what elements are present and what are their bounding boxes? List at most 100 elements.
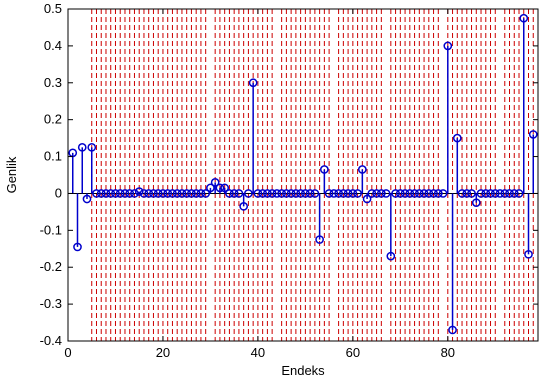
x-axis-label: Endeks: [281, 363, 325, 378]
stem-marker: [353, 189, 362, 198]
stem-marker: [452, 133, 462, 143]
stem-marker: [320, 165, 329, 174]
stem-marker: [168, 189, 177, 198]
stem-marker: [433, 189, 443, 198]
y-tick-label: -0.2: [40, 259, 62, 274]
stem-marker: [310, 189, 320, 198]
plot-frame: [67, 8, 539, 342]
stem-marker: [495, 189, 505, 198]
stem-marker: [424, 189, 434, 198]
stem-marker: [144, 189, 154, 198]
stem-marker: [329, 189, 339, 198]
stem-marker: [357, 165, 367, 174]
y-tick-label: 0.5: [44, 1, 62, 16]
stem-marker: [519, 13, 529, 23]
y-tick-label: -0.3: [40, 296, 62, 311]
stem-marker: [490, 189, 500, 198]
stem-marker: [476, 189, 486, 198]
x-tick-label: 80: [441, 345, 455, 360]
stem-marker: [348, 189, 358, 198]
stem-marker: [92, 189, 101, 198]
stem-marker: [457, 189, 467, 198]
stem-marker: [267, 189, 277, 198]
stem-marker: [149, 189, 158, 198]
x-tick-label: 0: [64, 345, 71, 360]
stem-marker: [286, 189, 296, 198]
stem-marker: [77, 142, 87, 152]
stem-marker: [210, 178, 220, 187]
stem-marker: [272, 189, 282, 198]
y-tick-label: -0.1: [40, 222, 62, 237]
stem-marker: [381, 189, 391, 198]
stem-marker: [505, 189, 514, 198]
stem-marker: [481, 189, 491, 198]
stem-marker: [386, 251, 396, 261]
stem-marker: [115, 189, 125, 198]
stem-marker: [282, 189, 291, 198]
y-tick-label: -0.4: [40, 333, 62, 348]
stem-marker: [229, 189, 239, 198]
stem-marker: [225, 189, 234, 198]
stem-marker: [263, 189, 272, 198]
stem-marker: [414, 189, 424, 198]
stem-marker: [82, 194, 92, 204]
stem-marker: [139, 189, 149, 198]
stem-marker: [514, 189, 524, 198]
stem-marker: [391, 189, 400, 198]
stem-marker: [334, 189, 343, 198]
stem-marker: [500, 189, 510, 198]
stem-marker: [206, 183, 215, 193]
stem-marker: [106, 189, 116, 198]
stem-marker: [443, 41, 453, 51]
stem-marker: [182, 189, 192, 198]
stem-marker: [220, 183, 230, 193]
stem-marker: [172, 189, 182, 198]
stem-marker: [305, 189, 315, 198]
stem-marker: [125, 189, 135, 198]
stem-marker: [111, 189, 120, 198]
stem-marker: [419, 189, 429, 198]
stem-marker: [130, 189, 139, 198]
x-tick-label: 60: [346, 345, 360, 360]
stem-marker: [405, 189, 415, 198]
y-tick-label: 0: [55, 185, 62, 200]
stem-marker: [301, 189, 310, 198]
stem-marker: [324, 189, 334, 198]
stem-marker: [201, 189, 211, 198]
stem-marker: [134, 187, 144, 196]
stem-layer: [68, 13, 538, 335]
stem-marker: [367, 189, 377, 198]
stem-marker: [376, 189, 386, 198]
stem-marker: [448, 325, 457, 335]
stem-marker: [524, 249, 533, 259]
stem-marker: [244, 189, 253, 198]
stem-marker: [239, 202, 249, 211]
stem-marker: [101, 189, 111, 198]
y-tick-label: 0.3: [44, 75, 62, 90]
stem-marker: [339, 189, 348, 198]
stem-marker: [87, 142, 97, 152]
tick-layer: 0 20 40 60 80 -0.4 -0.3 -0.2 -0.1 0 0.1 0.2 0.3 0.4 0.…: [40, 1, 538, 360]
stem-marker: [343, 189, 353, 198]
stem-marker: [528, 130, 538, 139]
x-tick-label: 20: [156, 345, 170, 360]
y-axis-label: Genlik: [4, 156, 19, 193]
stem-marker: [258, 189, 267, 198]
y-tick-label: 0.2: [44, 112, 62, 127]
stem-marker: [372, 189, 381, 198]
x-tick-label: 40: [251, 345, 265, 360]
stem-marker: [467, 189, 476, 198]
stem-marker: [296, 189, 305, 198]
stem-marker: [191, 189, 201, 198]
stem-marker: [248, 78, 258, 88]
stem-marker: [486, 189, 495, 198]
y-tick-label: 0.1: [44, 149, 62, 164]
stem-marker: [163, 189, 173, 198]
stem-marker: [234, 189, 244, 198]
stem-marker: [120, 189, 130, 198]
stem-marker: [96, 189, 106, 198]
stem-marker: [253, 189, 263, 198]
stem-marker: [196, 189, 206, 198]
stem-marker: [471, 198, 481, 208]
